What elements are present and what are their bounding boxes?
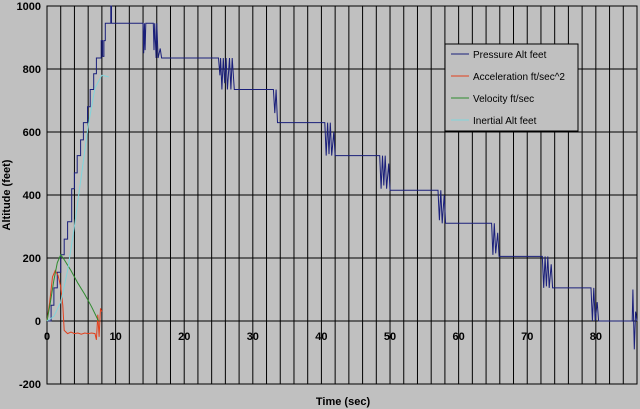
y-tick-label: 400	[23, 190, 41, 202]
y-tick-labels: -200 0 200 400 600 800 1000	[17, 1, 41, 391]
y-axis-title: Altitude (feet)	[1, 159, 13, 230]
x-tick-label: 20	[178, 331, 190, 343]
x-axis-title: Time (sec)	[316, 396, 371, 408]
x-tick-labels: 0 10 20 30 40 50 60 70 80	[44, 331, 602, 343]
legend-label-1: Pressure Alt feet	[473, 50, 547, 61]
series-line-2	[46, 269, 103, 341]
x-tick-label: 10	[109, 331, 121, 343]
legend-label-2: Acceleration ft/sec^2	[473, 72, 565, 83]
x-tick-label: 80	[590, 331, 602, 343]
y-tick-label: 1000	[17, 1, 41, 13]
legend-label-4: Inertial Alt feet	[473, 116, 537, 127]
legend-box	[444, 43, 579, 132]
y-tick-label: -200	[19, 379, 41, 391]
series-layer	[46, 5, 638, 350]
y-tick-label: 200	[23, 253, 41, 265]
x-tick-label: 50	[384, 331, 396, 343]
x-tick-label: 60	[453, 331, 465, 343]
y-tick-label: 800	[23, 64, 41, 76]
series-line-4	[46, 74, 109, 322]
x-tick-label: 70	[521, 331, 533, 343]
legend: Pressure Alt feet Acceleration ft/sec^2 Ve…	[444, 43, 579, 132]
y-tick-label: 600	[23, 127, 41, 139]
x-tick-label: 30	[247, 331, 259, 343]
y-tick-label: 0	[35, 316, 41, 328]
legend-label-3: Velocity ft/sec	[473, 94, 534, 105]
series-line-3	[46, 253, 99, 322]
series-line-1	[47, 5, 638, 350]
x-tick-label: 40	[315, 331, 327, 343]
x-tick-label: 0	[44, 331, 50, 343]
